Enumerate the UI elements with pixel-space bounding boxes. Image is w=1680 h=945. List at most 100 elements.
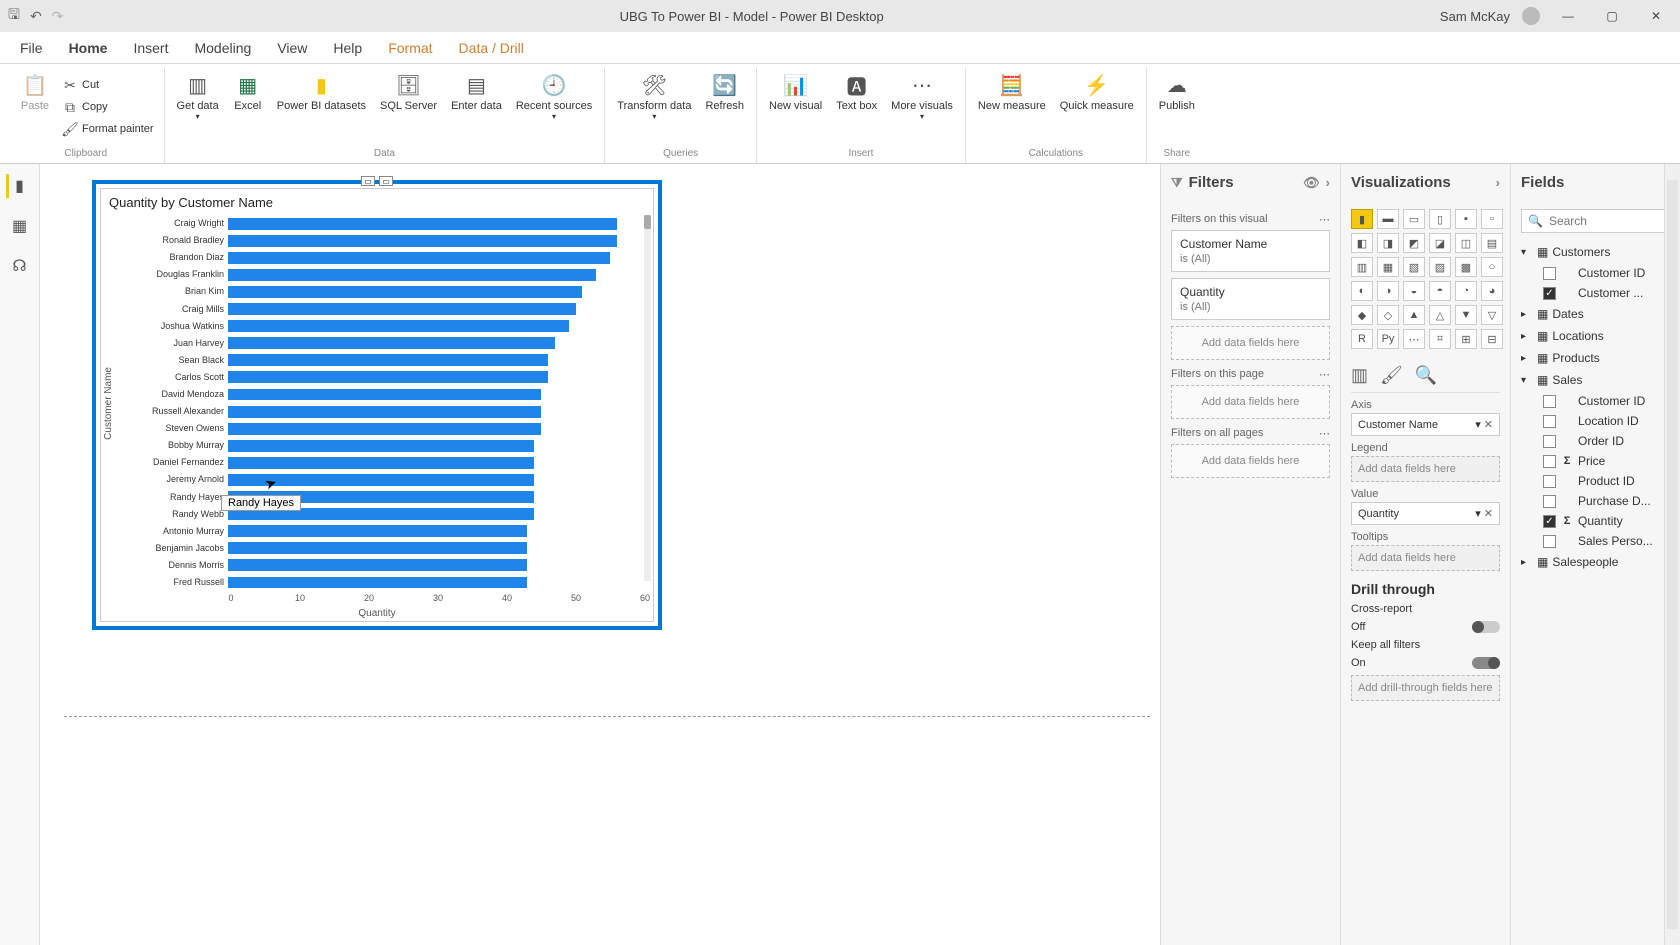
field-item[interactable]: Purchase D... [1543, 491, 1670, 511]
more-icon[interactable]: ⋯ [1319, 213, 1330, 226]
field-item[interactable]: Product ID [1543, 471, 1670, 491]
viz-type-icon[interactable]: ⊟ [1481, 329, 1503, 349]
viz-type-icon[interactable]: ▫ [1481, 209, 1503, 229]
viz-type-icon[interactable]: ▮ [1351, 209, 1373, 229]
search-input[interactable] [1549, 214, 1680, 228]
viz-type-icon[interactable]: ◐ [1351, 281, 1373, 301]
bar-row[interactable] [228, 335, 645, 352]
viz-type-icon[interactable]: ▬ [1377, 209, 1399, 229]
viz-type-icon[interactable]: ◇ [1377, 305, 1399, 325]
field-item[interactable]: Sales Perso... [1543, 531, 1670, 551]
chart-scrollbar[interactable] [644, 215, 651, 581]
legend-well[interactable]: Add data fields here [1351, 456, 1500, 482]
minimize-icon[interactable]: — [1552, 9, 1584, 23]
viz-type-icon[interactable]: ⌗ [1429, 329, 1451, 349]
viz-type-icon[interactable]: ◪ [1429, 233, 1451, 253]
field-item[interactable]: ΣPrice [1543, 451, 1670, 471]
cut-button[interactable]: ✂Cut [58, 75, 158, 95]
more-icon[interactable]: ⋯ [1319, 427, 1330, 440]
cross-report-toggle[interactable] [1472, 621, 1500, 633]
filter-page-dropzone[interactable]: Add data fields here [1171, 385, 1330, 419]
text-box-button[interactable]: 🅰Text box [830, 68, 883, 146]
field-table-header[interactable]: ▾▦Sales [1521, 369, 1670, 391]
visual-focus-icon[interactable]: ▭ [379, 176, 393, 186]
bar-row[interactable] [228, 386, 645, 403]
close-icon[interactable]: ✕ [1640, 9, 1672, 23]
bar-row[interactable] [228, 283, 645, 300]
viz-type-icon[interactable]: ◔ [1455, 281, 1477, 301]
filter-card[interactable]: Customer Nameis (All) [1171, 230, 1330, 272]
viz-type-icon[interactable]: Py [1377, 329, 1399, 349]
field-item[interactable]: Order ID [1543, 431, 1670, 451]
field-table-header[interactable]: ▸▦Salespeople [1521, 551, 1670, 573]
menu-view[interactable]: View [265, 34, 319, 62]
bar-row[interactable] [228, 369, 645, 386]
format-painter-button[interactable]: 🖌Format painter [58, 119, 158, 139]
keep-filters-toggle[interactable] [1472, 657, 1500, 669]
viz-type-icon[interactable]: ▲ [1403, 305, 1425, 325]
quick-measure-button[interactable]: ⚡Quick measure [1054, 68, 1140, 146]
field-item[interactable]: Location ID [1543, 411, 1670, 431]
bar-row[interactable] [228, 232, 645, 249]
format-tab-icon[interactable]: 🖌 [1380, 365, 1403, 386]
bar-row[interactable] [228, 420, 645, 437]
viz-type-icon[interactable]: ◑ [1377, 281, 1399, 301]
viz-type-icon[interactable]: ◓ [1429, 281, 1451, 301]
viz-type-icon[interactable]: ▽ [1481, 305, 1503, 325]
undo-icon[interactable]: ↶ [30, 8, 42, 25]
viz-type-icon[interactable]: ○ [1481, 257, 1503, 277]
value-well[interactable]: Quantity▾ ✕ [1351, 502, 1500, 525]
menu-datadrill[interactable]: Data / Drill [447, 34, 536, 62]
viz-type-icon[interactable]: ▯ [1429, 209, 1451, 229]
field-item[interactable]: ✓Customer ... [1543, 283, 1670, 303]
menu-home[interactable]: Home [57, 34, 120, 62]
viz-type-icon[interactable]: ▥ [1351, 257, 1373, 277]
copy-button[interactable]: ⧉Copy [58, 97, 158, 117]
viz-type-icon[interactable]: ▩ [1455, 257, 1477, 277]
viz-type-icon[interactable]: ◧ [1351, 233, 1373, 253]
excel-button[interactable]: ▦Excel [227, 68, 269, 146]
field-table-header[interactable]: ▾▦Customers [1521, 241, 1670, 263]
bar-row[interactable] [228, 540, 645, 557]
fields-search[interactable]: 🔍 [1521, 209, 1670, 233]
viz-type-icon[interactable]: ▨ [1429, 257, 1451, 277]
bar-row[interactable] [228, 300, 645, 317]
get-data-button[interactable]: ▥Get data▾ [171, 68, 225, 146]
bar-row[interactable] [228, 454, 645, 471]
visual-options-icon[interactable]: ▭ [361, 176, 375, 186]
viz-type-icon[interactable]: ⊞ [1455, 329, 1477, 349]
maximize-icon[interactable]: ▢ [1596, 9, 1628, 23]
viz-type-icon[interactable]: ◩ [1403, 233, 1425, 253]
bar-row[interactable] [228, 249, 645, 266]
viz-type-icon[interactable]: ▪ [1455, 209, 1477, 229]
recent-sources-button[interactable]: 🕘Recent sources▾ [510, 68, 598, 146]
menu-insert[interactable]: Insert [121, 34, 180, 62]
tooltips-well[interactable]: Add data fields here [1351, 545, 1500, 571]
user-name[interactable]: Sam McKay [1440, 9, 1510, 24]
more-visuals-button[interactable]: ⋯More visuals▾ [885, 68, 959, 146]
bar-row[interactable] [228, 266, 645, 283]
viz-type-icon[interactable]: ◫ [1455, 233, 1477, 253]
more-icon[interactable]: ⋯ [1319, 368, 1330, 381]
viz-type-icon[interactable]: ⋯ [1403, 329, 1425, 349]
menu-help[interactable]: Help [321, 34, 374, 62]
user-avatar-icon[interactable] [1522, 7, 1540, 25]
axis-well[interactable]: Customer Name▾ ✕ [1351, 413, 1500, 436]
bar-row[interactable] [228, 437, 645, 454]
refresh-button[interactable]: 🔄Refresh [699, 68, 750, 146]
bar-row[interactable] [228, 557, 645, 574]
report-canvas[interactable]: ▭ ▭ Quantity by Customer Name Customer N… [40, 164, 1160, 945]
field-item[interactable]: ✓ΣQuantity [1543, 511, 1670, 531]
bar-row[interactable] [228, 403, 645, 420]
drillthrough-well[interactable]: Add drill-through fields here [1351, 675, 1500, 701]
paste-button[interactable]: 📋Paste [14, 68, 56, 146]
bar-row[interactable] [228, 574, 645, 591]
viz-type-icon[interactable]: ▧ [1403, 257, 1425, 277]
app-scrollbar[interactable] [1664, 164, 1680, 945]
sql-server-button[interactable]: 🗄SQL Server [374, 68, 443, 146]
bar-row[interactable] [228, 352, 645, 369]
fields-tab-icon[interactable]: ▥ [1351, 365, 1368, 386]
viz-type-icon[interactable]: ◕ [1481, 281, 1503, 301]
filter-visual-dropzone[interactable]: Add data fields here [1171, 326, 1330, 360]
data-view-icon[interactable]: ▦ [8, 214, 32, 238]
